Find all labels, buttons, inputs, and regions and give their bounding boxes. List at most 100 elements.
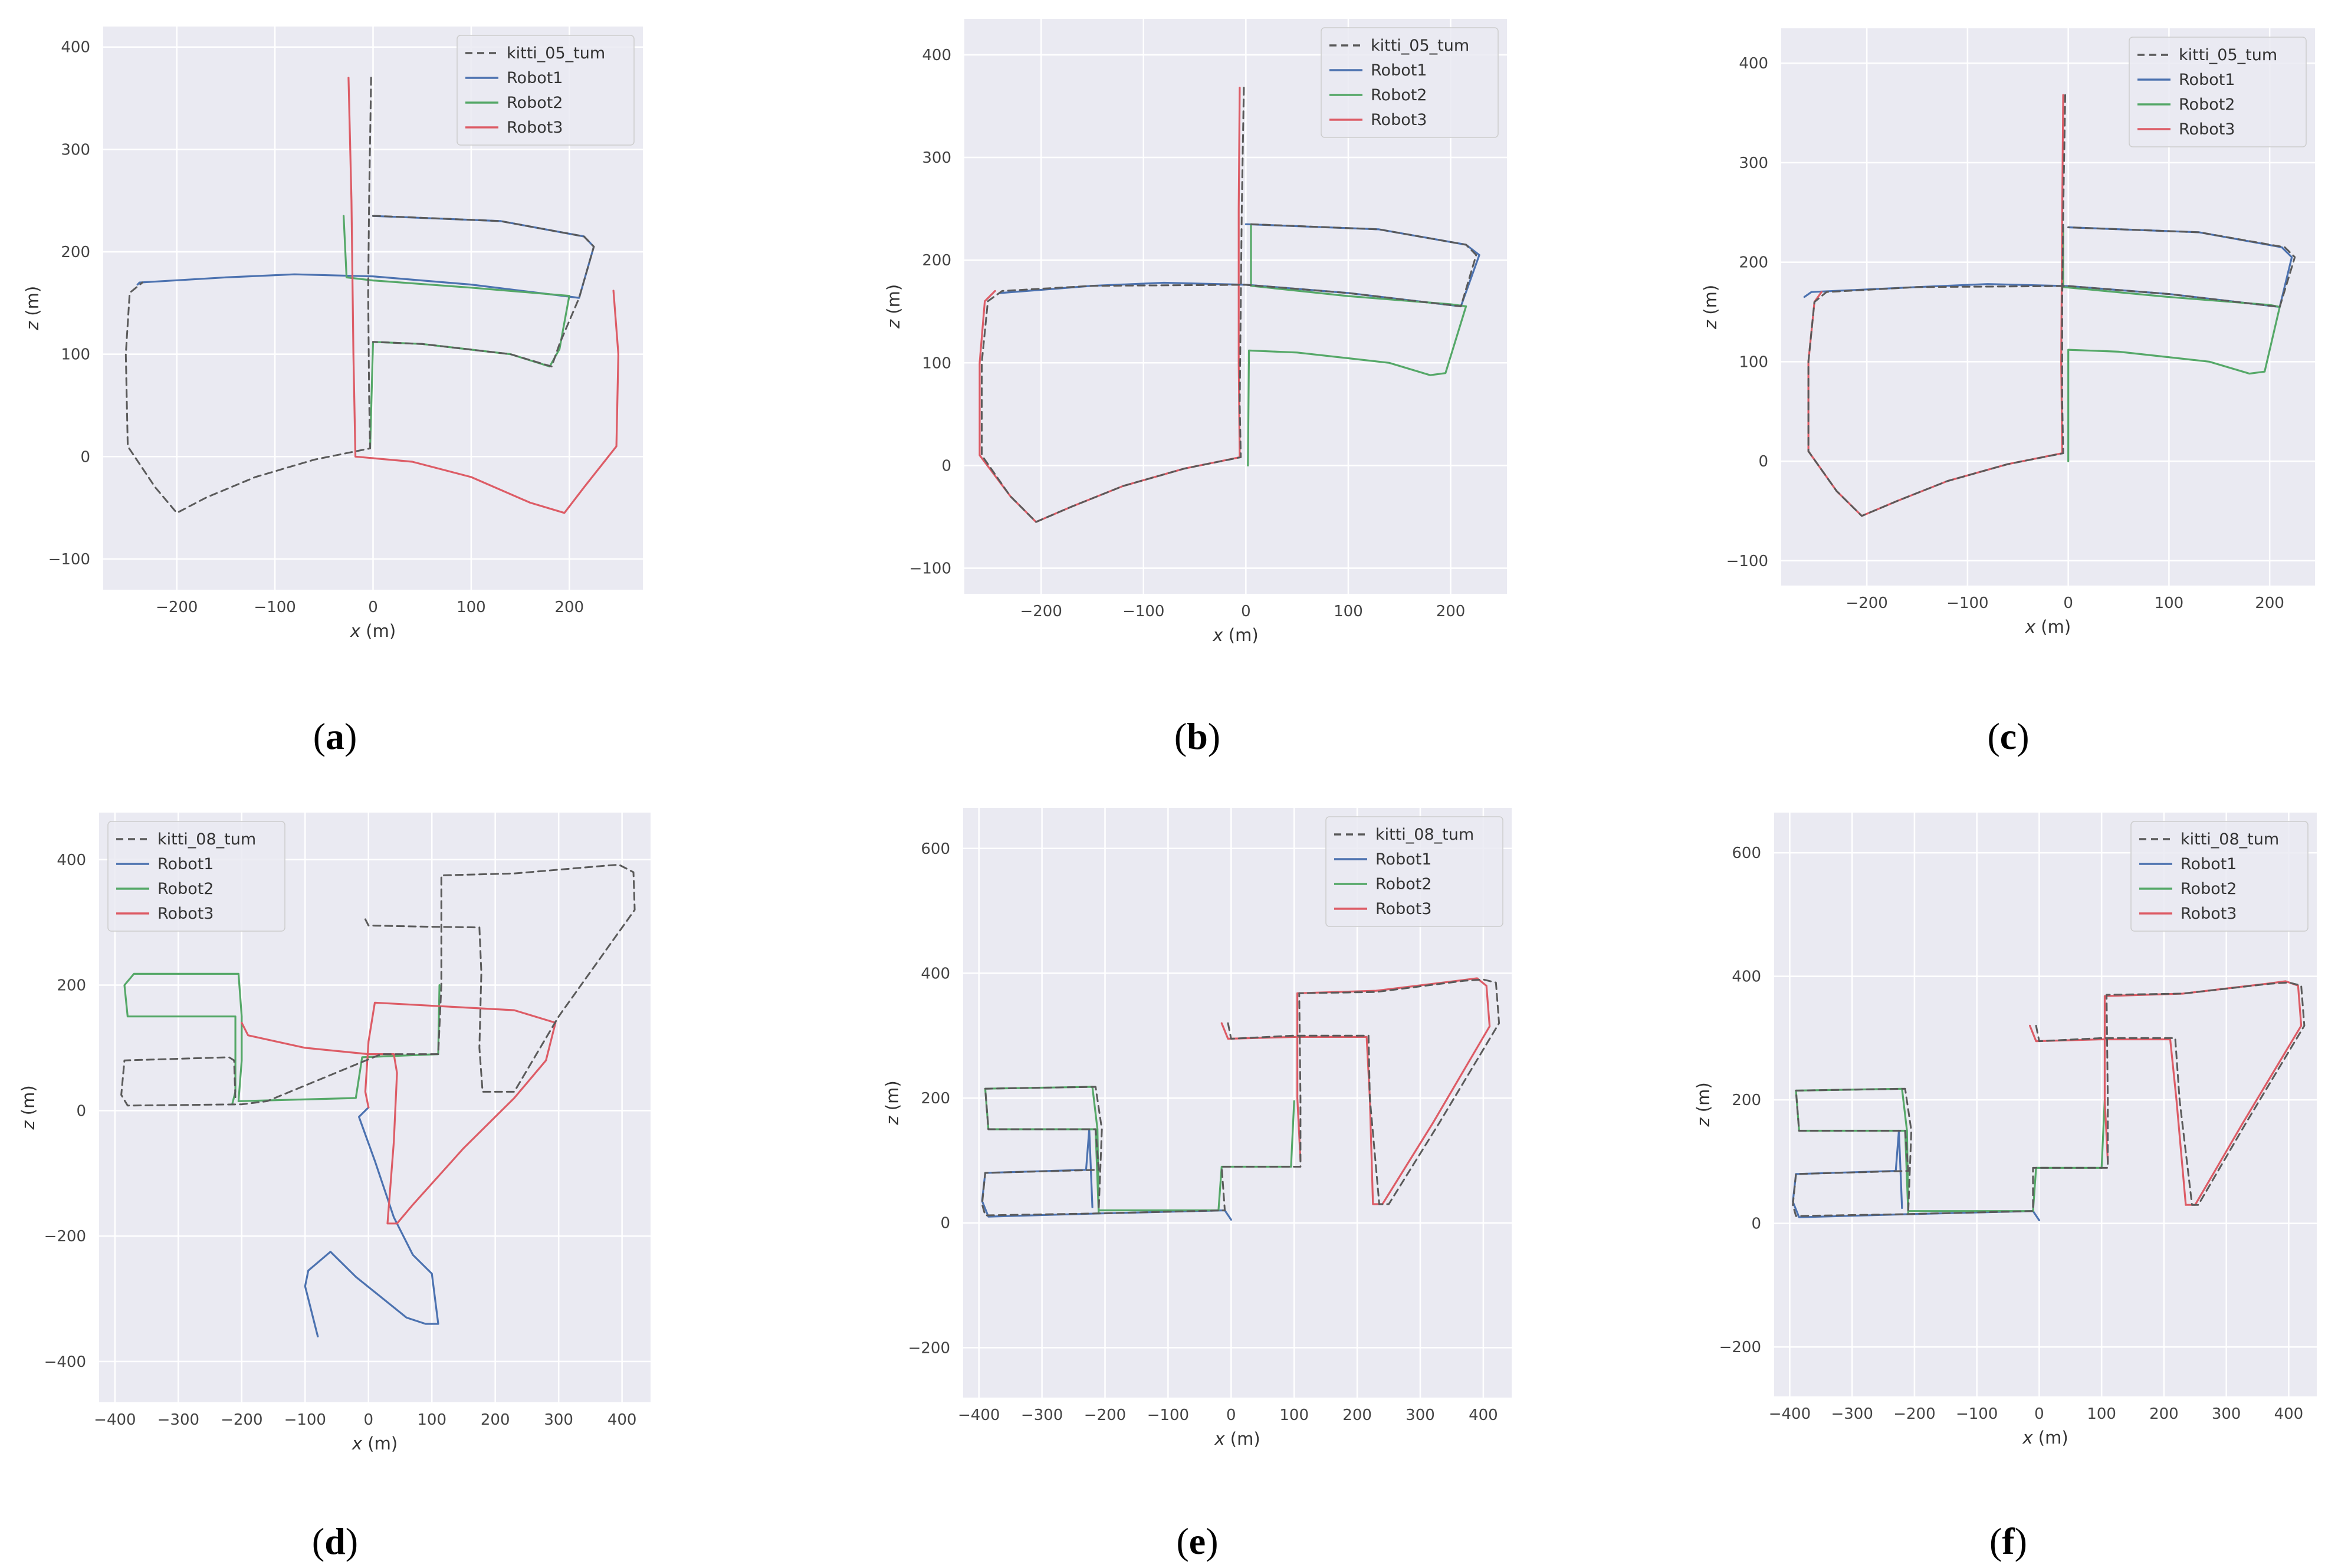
y-tick-label: 400 [57, 852, 86, 869]
x-tick-label: −200 [1084, 1406, 1126, 1424]
x-tick-label: 200 [554, 599, 584, 616]
y-tick-label: −100 [909, 560, 951, 577]
x-axis-label: x (m) [1214, 1429, 1260, 1449]
y-tick-label: 200 [61, 244, 90, 261]
legend-label: Robot3 [2179, 120, 2235, 139]
x-tick-label: −400 [94, 1411, 136, 1429]
y-tick-label: −200 [908, 1339, 950, 1357]
x-tick-label: 400 [1469, 1406, 1498, 1424]
x-tick-label: 0 [368, 599, 378, 616]
series-robot2 [1247, 223, 1467, 466]
x-tick-label: 0 [1241, 603, 1251, 620]
y-tick-label: 0 [1751, 1215, 1761, 1233]
legend-box [2129, 37, 2307, 147]
series-kitti-08-tum [981, 978, 1500, 1217]
y-tick-label: 600 [1732, 844, 1761, 862]
x-tick-label: 300 [2212, 1405, 2241, 1423]
y-axis-label: z (m) [18, 1085, 38, 1130]
series-kitti-05-tum [124, 77, 372, 514]
x-tick-label: 400 [608, 1411, 637, 1429]
legend-label: Robot2 [507, 94, 563, 112]
y-tick-label: 300 [922, 149, 951, 167]
series-robot3 [241, 1001, 557, 1225]
legend-label: Robot3 [2181, 905, 2237, 923]
y-tick-label: 100 [61, 346, 90, 364]
trajectories [981, 977, 1500, 1221]
x-tick-label: −100 [254, 599, 295, 616]
x-tick-label: −200 [156, 599, 198, 616]
y-tick-label: 400 [921, 965, 950, 982]
x-tick-label: −100 [1147, 1406, 1189, 1424]
x-tick-label: 100 [1334, 603, 1363, 620]
legend: kitti_05_tum Robot1 Robot2 Robot3 [1321, 27, 1499, 138]
panel-d: −400 −300 −200 −100 0 100 200 300 400 −400 −200 0 20… [18, 813, 651, 1454]
x-tick-label: −400 [1769, 1405, 1811, 1423]
y-axis-label: z (m) [1693, 1082, 1713, 1127]
trajectories [1792, 980, 2306, 1221]
legend-label: Robot2 [2181, 880, 2237, 898]
trajectories [1803, 94, 2296, 517]
y-tick-label: 0 [80, 448, 90, 466]
y-tick-label: 0 [941, 457, 951, 475]
panel-caption-d: (d) [312, 1520, 358, 1562]
x-tick-label: −200 [1893, 1405, 1935, 1423]
x-tick-label: 200 [1436, 603, 1466, 620]
y-tick-label: 400 [61, 39, 90, 57]
x-axis-label: x (m) [2025, 617, 2071, 637]
legend-label: Robot3 [157, 905, 214, 923]
x-tick-label: −300 [1021, 1406, 1063, 1424]
legend-label: Robot2 [2179, 96, 2235, 114]
x-tick-label: 200 [481, 1411, 510, 1429]
y-tick-label: 0 [76, 1102, 86, 1120]
trajectories [120, 863, 636, 1337]
legend-label: Robot1 [1371, 61, 1427, 80]
legend: kitti_08_tum Robot1 Robot2 Robot3 [2130, 821, 2309, 932]
y-axis-label: z (m) [1700, 285, 1720, 330]
legend-box [1325, 816, 1503, 927]
y-axis-label: z (m) [22, 286, 42, 331]
panel-c: −200 −100 0 100 200 −100 0 100 200 300 400 x (m) z (… [1700, 28, 2315, 637]
legend-label: Robot3 [1375, 900, 1432, 918]
legend-label: Robot2 [1375, 875, 1432, 893]
y-tick-label: 200 [1732, 1092, 1761, 1109]
x-tick-label: −100 [1956, 1405, 1998, 1423]
legend: kitti_08_tum Robot1 Robot2 Robot3 [1325, 816, 1503, 927]
x-tick-label: 100 [417, 1411, 446, 1429]
legend-label: kitti_08_tum [157, 830, 256, 849]
y-tick-label: −400 [44, 1353, 86, 1371]
y-tick-label: 200 [921, 1090, 950, 1107]
panel-caption-e: (e) [1176, 1520, 1218, 1562]
x-tick-label: 0 [1226, 1406, 1236, 1424]
legend: kitti_05_tum Robot1 Robot2 Robot3 [457, 35, 635, 146]
x-axis-label: x (m) [2022, 1428, 2068, 1448]
legend-label: Robot3 [1371, 111, 1427, 129]
y-tick-label: −100 [1726, 553, 1768, 570]
panel-b: −200 −100 0 100 200 −100 0 100 200 300 400 x (m) z (… [884, 19, 1507, 645]
series-robot3 [347, 77, 619, 514]
legend-label: Robot1 [507, 69, 563, 87]
legend-label: Robot1 [2179, 71, 2235, 89]
y-tick-label: 400 [922, 47, 951, 64]
y-tick-label: 100 [922, 354, 951, 372]
series-kitti-08-tum [120, 863, 636, 1107]
legend-label: kitti_08_tum [1375, 826, 1474, 844]
x-tick-label: 100 [2087, 1405, 2116, 1423]
series-robot1 [304, 1106, 439, 1337]
y-tick-label: 200 [922, 252, 951, 269]
panel-caption-c: (c) [1987, 715, 2029, 757]
y-tick-label: −200 [44, 1228, 86, 1245]
x-tick-label: −200 [1020, 603, 1062, 620]
series-robot2 [123, 972, 441, 1106]
legend-label: Robot1 [2181, 855, 2237, 873]
y-tick-label: 400 [1739, 55, 1768, 73]
x-tick-label: 200 [2255, 594, 2284, 612]
series-robot2 [2062, 226, 2281, 462]
series-kitti-05-tum [1807, 94, 2296, 517]
legend-label: kitti_05_tum [507, 44, 605, 63]
y-tick-label: 0 [1758, 453, 1768, 471]
y-tick-label: 400 [1732, 968, 1761, 986]
x-tick-label: −300 [1831, 1405, 1873, 1423]
x-tick-label: −100 [1946, 594, 1988, 612]
legend-label: Robot2 [1371, 86, 1427, 104]
